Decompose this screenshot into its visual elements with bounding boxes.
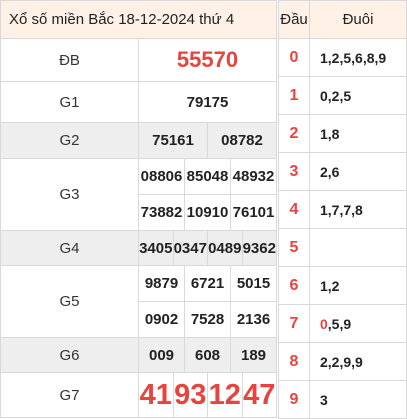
- loto-tail-highlight: 0: [320, 315, 328, 332]
- g3-number: 85048: [184, 159, 230, 194]
- g6-number: 009: [148, 346, 175, 364]
- loto-tail: 2,2,9,9: [309, 342, 407, 381]
- loto-head: 2: [278, 114, 310, 153]
- loto-tail: 0,5,9: [309, 304, 407, 343]
- loto-table: Đầu Đuôi 0 1,2,5,6,8,9 1 0,2,5 2 1,8 3 2,6 4…: [278, 0, 407, 419]
- g7-number: 12: [207, 373, 242, 417]
- loto-tail: 1,8: [309, 114, 407, 153]
- prize-label-g5: G5: [0, 265, 139, 338]
- g3-number: 08806: [140, 168, 183, 185]
- loto-tail: 1,2,5,6,8,9: [309, 38, 407, 77]
- prize-label-g1: G1: [0, 81, 139, 123]
- g5-number: 0902: [144, 311, 179, 328]
- g1-number: 79175: [138, 81, 277, 123]
- g4-number: 9362: [241, 231, 277, 265]
- loto-tail: 1,7,7,8: [309, 190, 407, 229]
- prize-table: Xổ số miền Bắc 18-12-2024 thứ 4 ĐB 55570…: [0, 0, 277, 418]
- g7-number: 93: [172, 373, 208, 417]
- loto-tail: 2,6: [309, 152, 407, 191]
- g6-number: 608: [184, 338, 230, 372]
- loto-head: 3: [278, 152, 310, 191]
- loto-head: 9: [278, 380, 310, 419]
- prize-label-g7: G7: [0, 372, 139, 418]
- g5-number: 5015: [230, 266, 276, 301]
- prize-label-g6: G6: [0, 337, 139, 373]
- loto-tail-rest: ,5,9: [327, 315, 352, 332]
- loto-head: 7: [278, 304, 310, 343]
- g4-number: 3405: [139, 239, 173, 257]
- loto-head: 4: [278, 190, 310, 229]
- loto-head: 8: [278, 342, 310, 381]
- g3-number: 10910: [184, 195, 230, 230]
- g2-number: 75161: [152, 132, 194, 149]
- loto-head: 1: [278, 76, 310, 115]
- g5-number: 2136: [230, 302, 276, 337]
- loto-tail: [309, 228, 407, 267]
- g7-number: 41: [139, 378, 172, 411]
- g7-number: 47: [241, 373, 277, 417]
- loto-tail: 0,2,5: [309, 76, 407, 115]
- head-column-header: Đầu: [278, 0, 310, 39]
- prize-label-g4: G4: [0, 230, 139, 266]
- loto-head: 5: [278, 228, 310, 267]
- prize-label-g3: G3: [0, 158, 139, 231]
- g3-number: 73882: [140, 204, 183, 221]
- prize-label-db: ĐB: [0, 38, 139, 82]
- prize-label-g2: G2: [0, 122, 139, 159]
- results-title: Xổ số miền Bắc 18-12-2024 thứ 4: [0, 0, 277, 39]
- g5-number: 6721: [184, 266, 230, 301]
- g4-number: 0347: [172, 231, 208, 265]
- g5-number: 7528: [184, 302, 230, 337]
- loto-tail: 3: [309, 380, 407, 419]
- tail-column-header: Đuôi: [309, 0, 407, 39]
- g5-number: 9879: [144, 275, 179, 292]
- loto-head: 0: [278, 38, 310, 77]
- g3-number: 76101: [230, 195, 276, 230]
- g2-number: 08782: [207, 123, 276, 158]
- loto-tail: 1,2: [309, 266, 407, 305]
- g3-number: 48932: [230, 159, 276, 194]
- g6-number: 189: [230, 338, 276, 372]
- special-prize-number: 55570: [138, 38, 277, 82]
- g4-number: 0489: [207, 231, 242, 265]
- loto-head: 6: [278, 266, 310, 305]
